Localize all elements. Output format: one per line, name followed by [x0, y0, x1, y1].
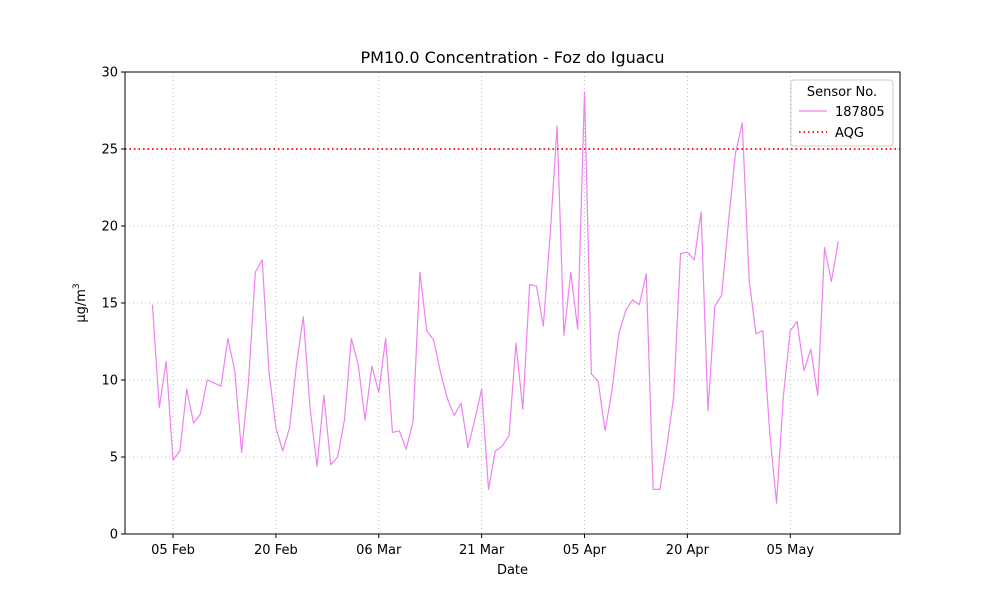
y-tick-label: 10	[101, 374, 118, 389]
x-tick-label: 05 Feb	[151, 543, 195, 558]
y-tick-label: 5	[110, 451, 118, 466]
x-axis-title: Date	[497, 563, 528, 578]
chart-title: PM10.0 Concentration - Foz do Iguacu	[361, 48, 665, 67]
x-tick-label: 05 May	[766, 543, 814, 558]
y-axis-title: µg/m3	[72, 283, 89, 322]
y-tick-label: 15	[101, 297, 118, 312]
series-layer	[125, 91, 900, 504]
series-line-187805	[151, 91, 839, 504]
y-axis-title-superscript: 3	[72, 283, 82, 289]
legend-label-187805: 187805	[835, 105, 885, 120]
y-tick-label: 20	[101, 220, 118, 235]
x-tick-label: 21 Mar	[459, 543, 505, 558]
legend-label-aqg: AQG	[835, 126, 864, 141]
y-tick-label: 25	[101, 143, 118, 158]
y-axis-title-base: µg/m	[74, 289, 89, 323]
legend-title: Sensor No.	[807, 85, 877, 100]
x-tick-label: 20 Apr	[666, 543, 710, 558]
x-axis-ticks: 05 Feb 20 Feb 06 Mar 21 Mar 05 Apr 20 Apr 05 M…	[151, 534, 814, 558]
y-axis-ticks: 0 5 10 15 20 25 30	[101, 66, 125, 543]
legend-box	[790, 79, 894, 147]
x-tick-label: 05 Apr	[563, 543, 607, 558]
x-tick-label: 20 Feb	[254, 543, 298, 558]
legend: Sensor No. 187805 AQG	[790, 79, 894, 147]
x-tick-label: 06 Mar	[356, 543, 402, 558]
y-tick-label: 0	[110, 528, 118, 543]
y-tick-label: 30	[101, 66, 118, 81]
